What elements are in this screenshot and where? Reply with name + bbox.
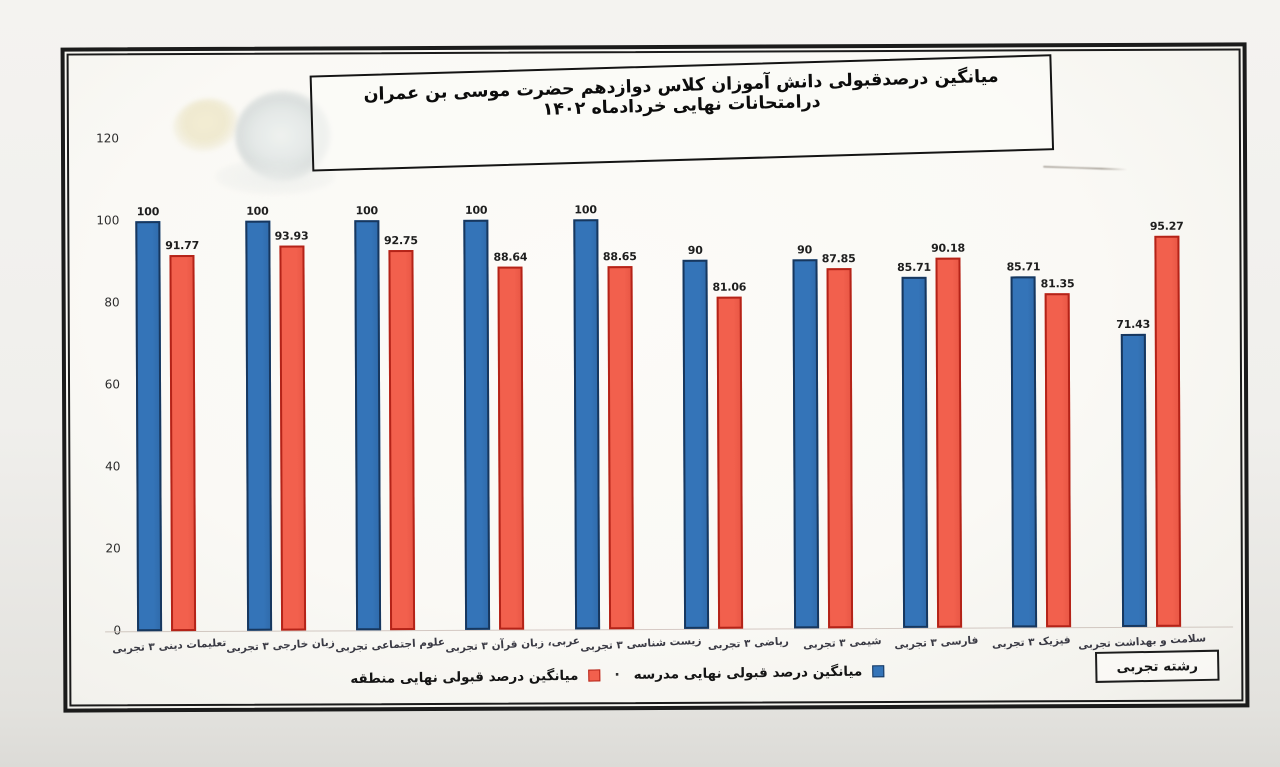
bar-school-6: 90 <box>792 243 819 629</box>
bar-value-label: 88.65 <box>602 249 637 263</box>
bar-school-0: 100 <box>135 205 163 632</box>
bar-value-label: 100 <box>136 205 160 219</box>
bar-value-label: 95.27 <box>1149 220 1184 234</box>
field-annotation-label: رشته تجربی <box>1116 657 1199 676</box>
bar-district-3: 88.64 <box>493 250 527 630</box>
bar-school-4: 100 <box>573 203 600 630</box>
bar-school-3: 100 <box>463 204 491 630</box>
chart-title: میانگین درصدقبولی دانش آموزان کلاس دوازد… <box>363 66 999 120</box>
bar-district-9: 95.27 <box>1150 220 1184 627</box>
bar-school-9: 71.43 <box>1116 318 1150 627</box>
bar-group-8: 85.71 81.35 <box>985 135 1097 628</box>
bar-value-label: 92.75 <box>383 233 418 247</box>
bar-district-0: 91.77 <box>165 239 199 632</box>
bar-group-4: 100 88.65 <box>548 137 660 630</box>
x-axis-label-2: علوم اجتماعی تجربی <box>334 636 446 655</box>
bar-group-9: 71.43 95.27 <box>1095 135 1207 627</box>
x-axis-label-3: عربی، زبان قرآن ۳ تجربی <box>444 634 580 655</box>
bar-value-label: 90.18 <box>931 241 965 256</box>
bar-value-label: 100 <box>355 204 379 218</box>
legend-label-school: میانگین درصد قبولی نهایی مدرسه <box>633 663 863 683</box>
x-axis-label-8: فیزیک ۳ تجربی <box>991 634 1071 651</box>
bar-value-label: 81.06 <box>712 280 747 294</box>
legend-label-district: میانگین درصد قبولی نهایی منطقه <box>350 667 579 688</box>
bar-value-label: 81.35 <box>1040 277 1075 291</box>
bar-group-3: 100 88.64 <box>438 137 550 630</box>
bar-group-5: 90 81.06 <box>657 137 769 629</box>
bar-district-2: 92.75 <box>384 234 418 631</box>
legend-swatch-district-icon <box>588 669 601 682</box>
x-axis-label-0: تعلیمات دینی ۳ تجربی <box>111 636 227 656</box>
bar-district-1: 93.93 <box>275 229 308 631</box>
bar-value-label: 100 <box>574 203 597 217</box>
x-axis-label-4: زیست شناسی ۳ تجربی <box>579 634 702 654</box>
bar-school-7: 85.71 <box>897 260 931 628</box>
x-axis-label-5: ریاضی ۳ تجربی <box>707 635 789 652</box>
bar-group-7: 85.71 90.18 <box>876 136 988 628</box>
x-axis-label-6: شیمی ۳ تجربی <box>802 634 883 652</box>
bar-value-label: 85.71 <box>1006 259 1041 274</box>
bar-value-label: 88.64 <box>493 250 528 264</box>
bar-district-5: 81.06 <box>712 280 746 629</box>
bar-value-label: 90 <box>687 243 703 257</box>
bar-value-label: 90 <box>797 243 813 257</box>
field-annotation-box: رشته تجربی <box>1094 649 1220 683</box>
x-axis-labels: تعلیمات دینی ۳ تجربی زبان خارجی ۳ تجربی عل… <box>111 632 1206 656</box>
bar-school-5: 90 <box>682 244 710 629</box>
bar-value-label: 85.71 <box>897 260 931 274</box>
legend-separator: · <box>614 667 620 684</box>
chart-frame: میانگین درصدقبولی دانش آموزان کلاس دوازد… <box>60 42 1250 713</box>
bar-district-8: 81.35 <box>1041 278 1074 628</box>
bar-district-7: 90.18 <box>931 242 965 628</box>
bar-value-label: 91.77 <box>165 238 200 252</box>
bar-district-6: 87.85 <box>822 252 856 629</box>
bar-district-4: 88.65 <box>603 250 637 630</box>
bar-value-label: 71.43 <box>1116 317 1151 332</box>
bar-school-8: 85.71 <box>1007 260 1040 628</box>
chart-legend: میانگین درصد قبولی نهایی منطقه · میانگین… <box>67 659 1167 691</box>
bar-group-2: 100 92.75 <box>329 138 441 631</box>
bar-value-label: 93.93 <box>274 229 309 243</box>
bar-value-label: 100 <box>246 204 269 218</box>
bar-school-2: 100 <box>354 204 382 631</box>
bar-value-label: 87.85 <box>821 251 856 266</box>
bar-school-1: 100 <box>244 205 272 631</box>
legend-swatch-school-icon <box>872 665 885 678</box>
bar-group-0: 100 91.77 <box>110 139 222 632</box>
bar-group-1: 100 93.93 <box>219 138 331 631</box>
x-axis-label-7: فارسی ۳ تجربی <box>894 634 980 652</box>
x-axis-label-1: زبان خارجی ۳ تجربی <box>226 636 336 655</box>
bar-group-6: 90 87.85 <box>766 136 878 629</box>
bar-value-label: 100 <box>464 203 488 217</box>
plot-area: 100 91.77 100 93.93 100 92.75 100 88.64 100 88.65… <box>110 135 1206 632</box>
x-axis-label-9: سلامت و بهداشت تجربی <box>1077 632 1207 652</box>
